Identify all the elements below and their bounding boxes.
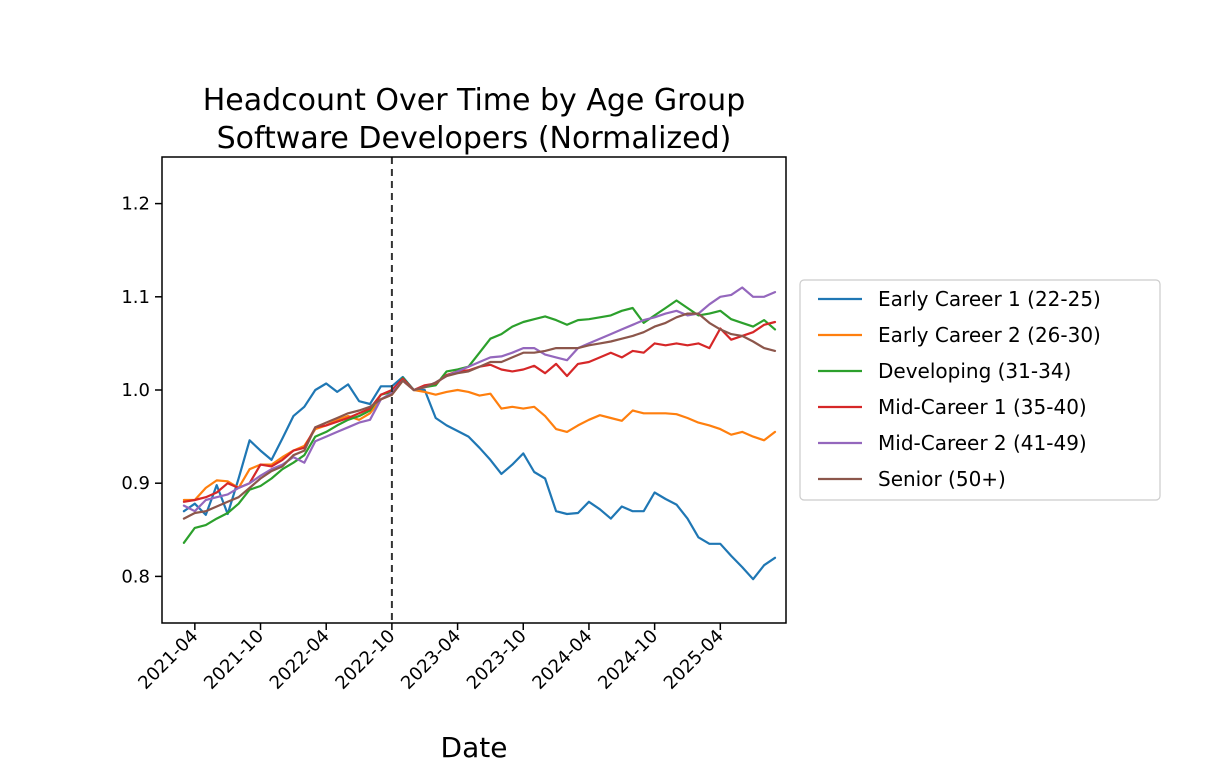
legend-label: Early Career 2 (26-30) (878, 323, 1101, 347)
y-tick-label: 0.9 (121, 473, 150, 494)
legend-label: Mid-Career 1 (35-40) (878, 395, 1087, 419)
y-tick-label: 1.0 (121, 380, 150, 401)
plot-frame (161, 156, 787, 624)
legend-label: Developing (31-34) (878, 359, 1071, 383)
y-tick-label: 1.1 (121, 287, 150, 308)
legend-box (799, 279, 1161, 501)
series-line-5 (182, 286, 777, 513)
x-axis-label: Date (441, 731, 508, 764)
y-tick-label: 1.2 (121, 194, 150, 215)
chart-subtitle: Software Developers (Normalized) (217, 121, 732, 156)
series-line-3 (182, 299, 777, 544)
legend: Early Career 1 (22-25) Early Career 2 (26… (799, 279, 1161, 501)
series-line-2 (182, 379, 777, 502)
y-tick-label: 0.8 (121, 566, 150, 587)
chart-title: Headcount Over Time by Age Group (203, 83, 746, 118)
y-axis: 0.8 0.9 1.0 1.1 1.2 (121, 194, 162, 587)
legend-label: Mid-Career 2 (41-49) (878, 431, 1087, 455)
legend-label: Senior (50+) (878, 467, 1006, 491)
plot-series (182, 286, 777, 581)
series-line-1 (182, 375, 777, 581)
series-line-6 (182, 312, 777, 520)
legend-label: Early Career 1 (22-25) (878, 287, 1101, 311)
